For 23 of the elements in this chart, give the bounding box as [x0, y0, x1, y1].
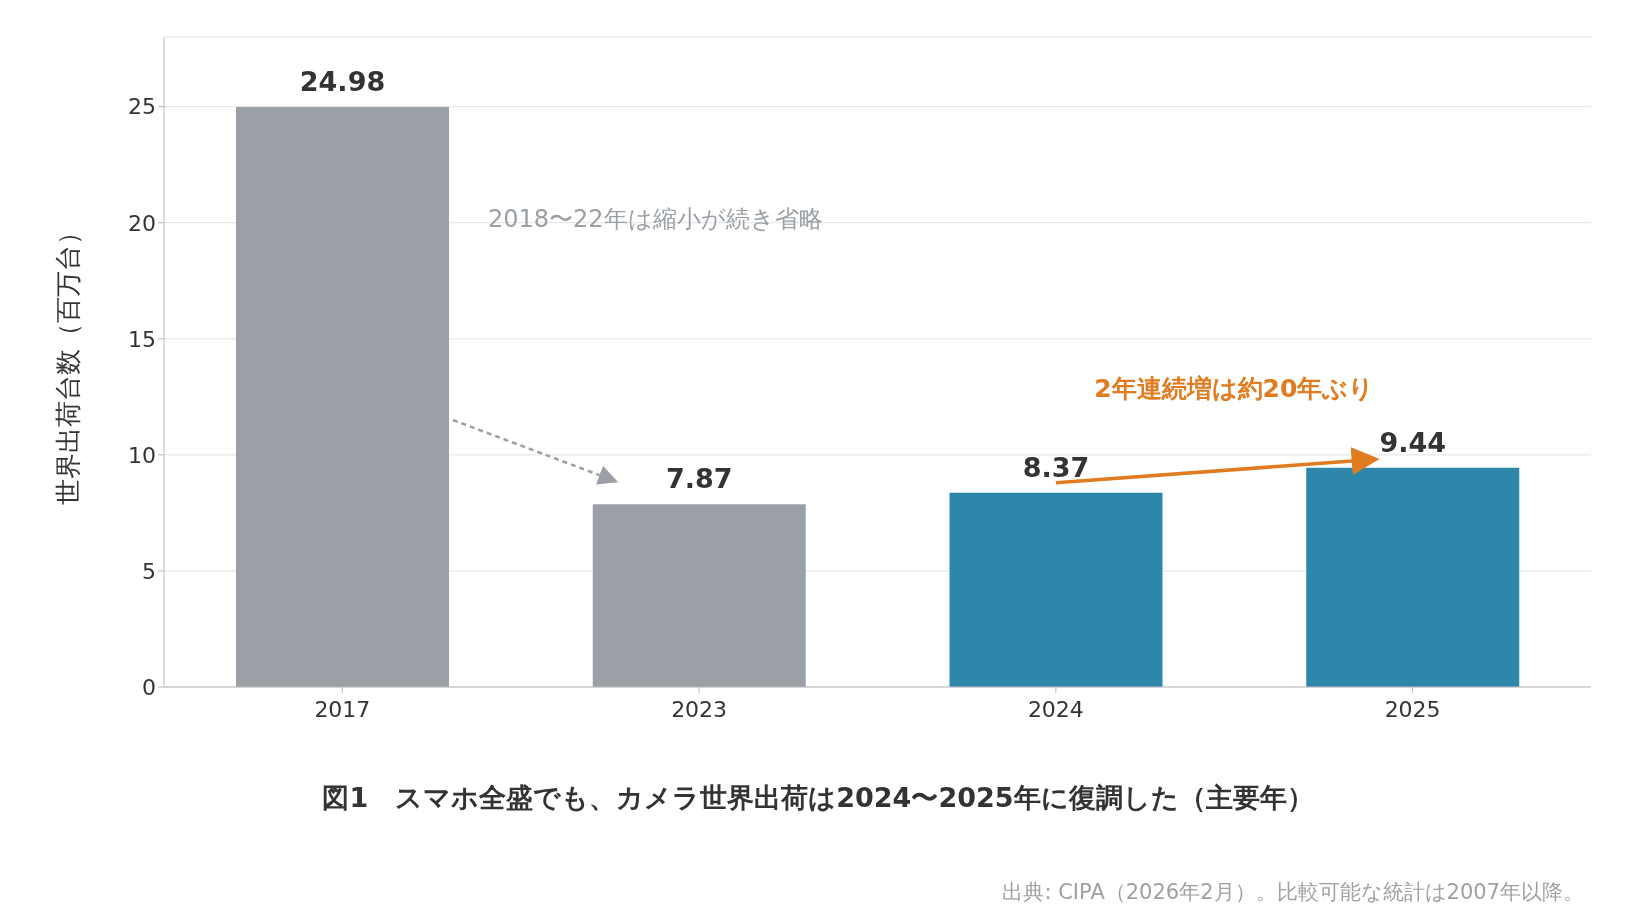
- data-label: 7.87: [665, 463, 733, 495]
- x-tick-label: 2024: [1027, 696, 1084, 722]
- x-tick-label: 2025: [1384, 696, 1441, 722]
- data-label: 8.37: [1022, 451, 1090, 483]
- data-label: 24.98: [299, 66, 386, 98]
- source-note: 出典: CIPA（2026年2月）。比較可能な統計は2007年以降。: [1002, 879, 1584, 906]
- y-tick-label: 25: [128, 94, 156, 120]
- y-tick-label: 10: [128, 442, 156, 468]
- bar: [592, 504, 806, 687]
- annotation: 2年連続増は約20年ぶり: [1094, 374, 1375, 403]
- y-tick-label: 20: [128, 210, 156, 236]
- x-tick-label: 2017: [314, 696, 371, 722]
- y-tick-label: 0: [142, 674, 156, 700]
- bar: [236, 107, 449, 687]
- y-tick-label: 15: [128, 326, 156, 352]
- text: 図1 スマホ全盛でも、カメラ世界出荷は2024〜2025年に復調した（主要年）: [321, 781, 1315, 815]
- data-label: 9.44: [1379, 426, 1447, 458]
- annotation: 2018〜22年は縮小が続き省略: [488, 205, 823, 233]
- y-tick-label: 5: [142, 558, 156, 584]
- x-tick-label: 2023: [671, 696, 728, 722]
- bar: [949, 492, 1163, 687]
- bar: [1306, 467, 1520, 687]
- y-axis-title: 世界出荷台数（百万台）: [53, 219, 84, 505]
